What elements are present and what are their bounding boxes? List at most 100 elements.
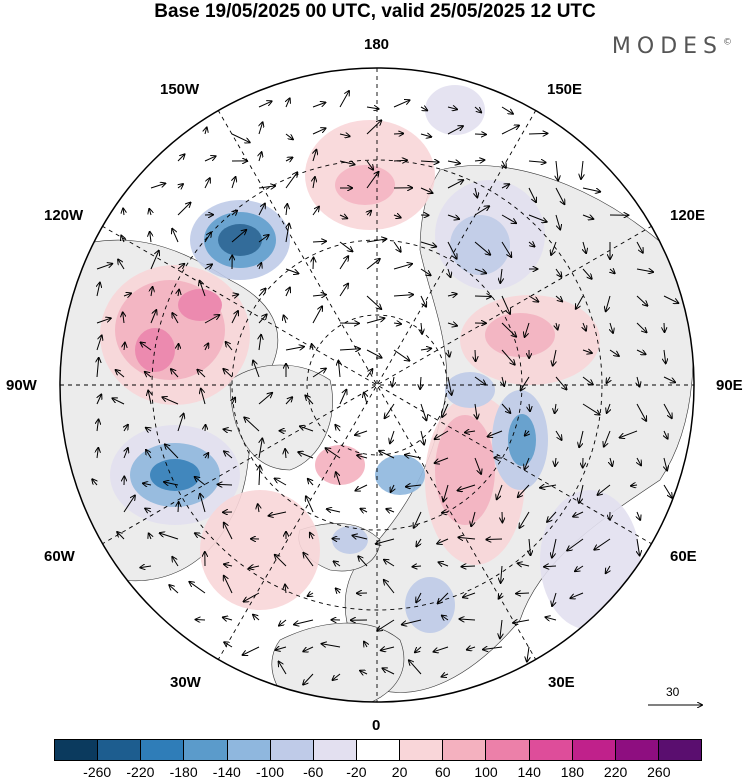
wind-vector (458, 537, 476, 539)
wind-vector (357, 455, 368, 458)
wind-vector (664, 349, 666, 363)
wind-vector (232, 398, 235, 405)
colorbar-tick-label: 220 (603, 764, 628, 780)
wind-vector (259, 122, 263, 135)
wind-vector (663, 376, 675, 382)
wind-vector (279, 619, 287, 626)
wind-vector (474, 106, 481, 112)
colorbar-tick-label: 260 (647, 764, 671, 780)
wind-vector (381, 647, 395, 650)
wind-vector (390, 430, 395, 443)
wind-vector (474, 206, 489, 216)
colorbar-tick-label: 140 (517, 764, 541, 780)
lon-label-60w: 60W (44, 548, 75, 565)
colorbar-tick-label: -100 (255, 764, 285, 780)
wind-vector (123, 293, 131, 296)
wind-vector (303, 646, 314, 651)
wind-vector (231, 311, 238, 324)
anomaly-shading (100, 85, 640, 633)
wind-vector (462, 566, 476, 567)
brand-name: MODES (611, 34, 723, 59)
colorbar-ticks: -260 -220 -180 -140 -100 -60 -20 20 60 100 140 180 2… (54, 764, 702, 782)
wind-vector (570, 592, 584, 598)
wind-vector (97, 358, 99, 378)
wind-vector (552, 538, 557, 558)
polar-map (59, 67, 695, 703)
wind-vector (547, 511, 557, 522)
wind-vector (312, 344, 313, 351)
wind-vector (97, 395, 101, 405)
wind-vector (386, 509, 395, 512)
wind-vector (366, 107, 379, 109)
wind-vector (178, 290, 179, 297)
wind-vector (300, 426, 314, 432)
wind-vector (544, 566, 557, 567)
wind-vector (162, 397, 179, 405)
wind-vector (555, 214, 560, 229)
lon-label-90e: 90E (716, 377, 743, 394)
wind-vector (366, 172, 379, 189)
wind-vector (312, 103, 325, 108)
wind-vector (556, 322, 558, 330)
colorbar-tick-label: 20 (391, 764, 408, 780)
wind-vector (663, 403, 672, 418)
wind-vector (140, 566, 152, 568)
wind-vector (579, 484, 584, 503)
wind-vector (286, 288, 290, 297)
wind-vector (527, 646, 529, 662)
wind-vector (414, 511, 422, 528)
wind-vector (528, 295, 538, 302)
wind-vector (501, 349, 515, 365)
colorbar-tick-label: -260 (83, 764, 112, 780)
wind-vector (308, 593, 313, 596)
wind-vector (285, 585, 286, 594)
wind-vector (437, 538, 449, 544)
wind-vector (355, 430, 368, 435)
wind-vector (393, 160, 407, 161)
wind-vector (360, 671, 368, 674)
wind-vector (284, 315, 286, 324)
wind-vector (406, 485, 422, 487)
wind-vector (447, 180, 463, 189)
wind-vector (393, 241, 401, 252)
wind-vector (393, 264, 412, 270)
wind-vector (177, 414, 184, 432)
wind-vector (279, 662, 287, 675)
wind-vector (420, 295, 426, 307)
wind-vector (150, 183, 165, 189)
wind-vector (259, 466, 260, 486)
wind-vector (573, 511, 584, 517)
wind-vector (366, 160, 373, 170)
colorbar-tick-label: -140 (212, 764, 241, 780)
wind-vector (339, 349, 360, 350)
wind-vector (96, 318, 111, 324)
wind-vector (475, 187, 477, 197)
wind-vector (366, 239, 386, 242)
wind-vector (285, 268, 298, 274)
wind-vector (258, 315, 267, 324)
wind-vector (442, 403, 449, 417)
wind-vector (447, 294, 457, 296)
wind-vector (285, 397, 292, 405)
wind-vector (637, 457, 641, 465)
wind-vector (555, 295, 562, 301)
wind-vector (366, 120, 381, 135)
wind-vector (474, 376, 486, 385)
wind-vector (486, 539, 503, 540)
wind-vector (96, 264, 112, 270)
wind-vector (438, 592, 449, 603)
wind-vector (518, 563, 530, 566)
wind-vector (637, 511, 640, 520)
wind-vector (172, 229, 179, 243)
wind-vector (226, 342, 233, 351)
wind-vector (528, 242, 535, 247)
wind-vector (413, 566, 422, 567)
wind-vector (475, 349, 476, 361)
wind-vector (366, 295, 381, 309)
wind-vector (393, 134, 403, 135)
wind-vector (497, 484, 503, 499)
wind-vector (502, 160, 506, 168)
wind-vector (275, 479, 287, 486)
wind-vector (310, 533, 313, 540)
wind-vector (501, 295, 510, 314)
